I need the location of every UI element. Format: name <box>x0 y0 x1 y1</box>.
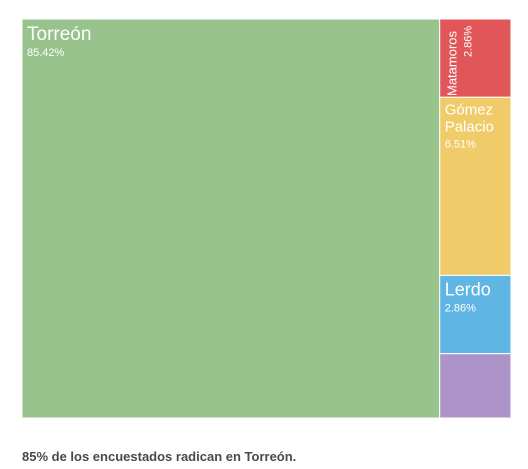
treemap-tile-name-lerdo-3: Lerdo <box>445 279 491 299</box>
treemap-tile-unlabeled-4[interactable] <box>439 353 512 419</box>
chart-caption: 85% de los encuestados radican en Torreó… <box>22 449 297 464</box>
treemap-tile-lerdo-3[interactable] <box>439 274 512 355</box>
treemap-tile-name-gomez-palacio-2-line-1: Palacio <box>445 118 494 135</box>
treemap-tile-gomez-palacio-2[interactable] <box>439 96 512 276</box>
treemap-tile-torreon-0[interactable] <box>21 18 441 419</box>
treemap-tile-value-torreon-0: 85.42% <box>27 47 65 59</box>
treemap-tile-value-matamoros-1: 2.86% <box>463 26 475 57</box>
treemap-tile-value-lerdo-3: 2.86% <box>445 302 476 314</box>
treemap-tile-value-gomez-palacio-2: 6.51% <box>445 138 476 150</box>
treemap-label-group-matamoros-1: Matamoros 2.86% <box>445 26 475 96</box>
treemap-tile-name-matamoros-1: Matamoros <box>445 30 460 96</box>
treemap-tile-matamoros-1[interactable] <box>439 18 512 98</box>
treemap-tile-name-torreon-0: Torreón <box>27 24 91 45</box>
treemap-tile-name-gomez-palacio-2-line-0: Gómez <box>445 101 493 118</box>
